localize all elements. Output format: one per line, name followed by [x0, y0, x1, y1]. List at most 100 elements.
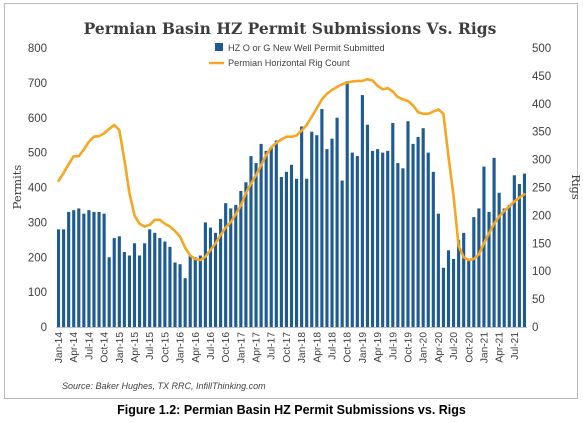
permit-bar: [360, 95, 364, 327]
permit-bar: [340, 180, 344, 327]
x-tick-label: Jul-14: [84, 332, 95, 360]
permit-bar: [229, 208, 233, 327]
permit-bar: [259, 143, 263, 327]
x-tick-label: Oct-19: [403, 332, 414, 363]
x-tick-label: Jan-17: [236, 332, 247, 363]
permit-bar: [87, 210, 91, 327]
permit-bar: [274, 140, 278, 327]
permit-bar: [102, 213, 106, 327]
x-tick-label: Apr-20: [434, 332, 445, 363]
x-tick-label: Apr-18: [312, 332, 323, 363]
permit-bar: [284, 171, 289, 327]
permit-bar: [482, 166, 486, 327]
y-tick-left: 600: [28, 113, 47, 125]
y-tick-right: 250: [532, 183, 551, 195]
permit-bar: [330, 138, 334, 327]
x-tick-label: Oct-20: [464, 332, 475, 363]
permit-bar: [401, 168, 405, 327]
y-tick-right: 450: [532, 71, 551, 83]
x-tick-label: Apr-17: [252, 332, 263, 363]
x-tick-label: Jan-21: [479, 332, 490, 363]
permit-bar: [143, 243, 147, 327]
permit-bar: [300, 126, 304, 327]
y-tick-right: 100: [532, 266, 551, 278]
permit-bar: [127, 255, 132, 327]
permit-bar: [158, 238, 162, 327]
y-tick-left: 0: [41, 322, 47, 334]
permit-bar: [72, 210, 76, 327]
permit-bar: [239, 190, 243, 327]
permit-bar: [370, 150, 375, 327]
x-tick-label: Jul-21: [510, 332, 521, 360]
x-tick-label: Jan-18: [297, 332, 308, 363]
permit-bar: [117, 236, 121, 327]
y-tick-right: 400: [532, 99, 551, 111]
y-axis-title-right: Rigs: [569, 174, 583, 200]
permit-bar: [193, 257, 197, 327]
permit-bar: [462, 232, 466, 327]
permit-bar: [67, 211, 71, 327]
permit-bar: [122, 252, 126, 327]
y-tick-right: 200: [532, 210, 551, 222]
permit-bar: [492, 157, 496, 327]
permit-bar: [355, 156, 359, 327]
permit-bar: [219, 218, 223, 327]
permit-bar: [305, 178, 309, 327]
source-note: Source: Baker Hughes, TX RRC, InfillThin…: [62, 381, 266, 391]
legend: HZ O or G New Well Permit Submitted Perm…: [209, 43, 385, 68]
permit-bar: [350, 152, 354, 328]
legend-label-rigs: Permian Horizontal Rig Count: [228, 58, 350, 68]
y-tick-left: 700: [28, 78, 47, 90]
permit-bar: [244, 182, 248, 327]
x-tick-label: Oct-15: [160, 332, 171, 363]
x-tick-label: Jan-15: [115, 332, 126, 363]
x-tick-label: Jul-17: [267, 332, 278, 360]
permit-bar: [416, 136, 420, 327]
permit-bar: [446, 250, 451, 327]
x-tick-label: Jan-14: [54, 332, 65, 363]
y-tick-left: 400: [28, 183, 47, 195]
chart-title: Permian Basin HZ Permit Submissions Vs. …: [84, 19, 497, 38]
permit-bar: [522, 173, 527, 327]
permit-bar: [507, 204, 511, 327]
y-tick-right: 350: [532, 127, 551, 139]
permit-bar: [451, 258, 456, 327]
y-tick-right: 50: [532, 294, 545, 306]
rig-count-series-line: [57, 77, 526, 262]
permit-bar: [203, 222, 207, 328]
y-axis-title-left: Permits: [10, 165, 24, 210]
y-tick-right: 150: [532, 238, 551, 250]
permit-bar: [381, 152, 385, 328]
permit-bar: [153, 232, 157, 327]
permit-bar: [441, 267, 446, 327]
permit-bar: [472, 217, 476, 327]
permit-bar: [224, 203, 228, 327]
permit-bar: [320, 109, 324, 327]
legend-swatch-permits: [215, 43, 223, 51]
permit-bar: [467, 258, 471, 327]
x-tick-label: Jan-19: [358, 332, 369, 363]
permit-bar: [411, 143, 415, 327]
permit-bar: [431, 171, 435, 327]
x-tick-label: Jan-20: [419, 332, 430, 363]
permit-bar: [325, 149, 329, 327]
x-tick-label: Apr-19: [373, 332, 384, 363]
x-axis: Jan-14 Apr-14 Jul-14 Oct-14 Jan-15 Apr-15 Jul-…: [54, 332, 521, 363]
permit-bar: [376, 149, 380, 327]
permit-bar: [421, 128, 425, 327]
y-tick-left: 200: [28, 252, 47, 264]
permit-bar: [148, 229, 152, 327]
x-tick-label: Apr-14: [69, 332, 80, 363]
permit-bar: [517, 184, 521, 327]
y-axis-left: 0 100 200 300 400 500 600 700 800: [28, 43, 47, 334]
permit-bar: [62, 229, 66, 327]
permit-bar: [436, 213, 440, 327]
permit-bar: [502, 208, 506, 327]
permit-bar: [178, 264, 182, 327]
permit-bar: [457, 239, 461, 327]
permit-bar: [234, 204, 238, 327]
y-tick-right: 300: [532, 155, 551, 167]
permit-bar: [92, 211, 96, 327]
legend-label-permits: HZ O or G New Well Permit Submitted: [228, 43, 385, 53]
